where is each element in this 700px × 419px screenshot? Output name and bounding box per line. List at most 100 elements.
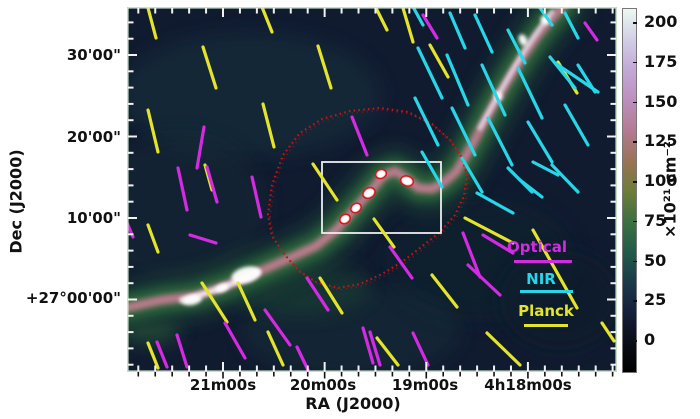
planck-vector [318, 276, 344, 315]
planck-vector [146, 108, 160, 154]
nir-vector [480, 63, 507, 117]
optical-vector [175, 333, 189, 369]
nir-vector [563, 103, 590, 147]
dense-core [352, 204, 360, 212]
colorbar-tick-mark [633, 260, 637, 263]
colorbar-tick-mark [633, 101, 637, 104]
nir-vector [526, 120, 554, 164]
nir-vector [531, 160, 560, 177]
nir-vector [475, 191, 515, 215]
filament-bright-core [215, 283, 229, 293]
optical-vector [205, 165, 219, 204]
planck-vector [600, 321, 616, 343]
colorbar-tick-mark [633, 22, 637, 24]
optical-vector [263, 308, 292, 347]
colorbar-tick-mark [633, 181, 637, 183]
dense-core [341, 215, 349, 223]
legend-line-optical [514, 259, 572, 263]
optical-vector [295, 345, 310, 372]
filament-bright-segment [477, 9, 555, 131]
y-axis-label: Dec (J2000) [6, 149, 26, 254]
nir-vector [486, 116, 514, 167]
optical-vector [388, 245, 414, 280]
optical-vector [361, 326, 375, 365]
y-tick-label: 20'00" [66, 128, 121, 146]
optical-vector [466, 263, 502, 297]
filament-bright-core [518, 34, 528, 46]
nir-vector [416, 46, 444, 100]
legend-line-nir [520, 289, 573, 293]
filament-bright-core [231, 266, 261, 284]
planck-vector [374, 7, 389, 32]
optical-vector [305, 276, 330, 312]
nir-vector [553, 61, 600, 94]
optical-vector [195, 125, 206, 170]
legend-label-nir: NIR [526, 270, 556, 288]
nir-vector [420, 150, 444, 189]
x-axis-label: RA (J2000) [305, 394, 401, 413]
planck-vector [266, 330, 285, 367]
planck-vector [260, 7, 274, 34]
sky-map [127, 7, 617, 372]
x-tick-label: 19m00s [391, 376, 459, 394]
optical-vector [188, 233, 218, 245]
planck-vector [236, 281, 257, 322]
planck-vector [375, 336, 400, 367]
nir-vector [450, 106, 477, 157]
planck-vector [485, 331, 522, 367]
optical-vector [250, 175, 263, 219]
planck-vector [261, 102, 276, 149]
nir-vector [518, 178, 544, 199]
optical-vector [350, 115, 369, 157]
inset-box [321, 161, 442, 234]
colorbar-tick-label: 100 [644, 171, 678, 190]
planck-vector [146, 7, 158, 40]
dense-core [377, 170, 385, 178]
colorbar-tick-label: 25 [644, 290, 667, 310]
planck-vector [316, 44, 333, 90]
nir-vector [516, 66, 544, 120]
red-dotted-contour-speckle [269, 109, 470, 291]
legend-line-planck [524, 323, 568, 327]
nir-vector [448, 11, 467, 50]
planck-vector [146, 341, 160, 370]
legend-label-planck: Planck [518, 302, 574, 320]
optical-vector [583, 21, 599, 42]
red-dotted-contour [266, 106, 469, 290]
optical-vector [223, 321, 247, 360]
planck-vector [311, 162, 339, 202]
planck-vector [428, 43, 450, 79]
filament-bright-core [182, 294, 202, 306]
colorbar [622, 8, 637, 373]
nir-vector [460, 156, 484, 194]
nir-vector [550, 163, 580, 194]
optical-vector [481, 233, 515, 255]
x-tick-label: 20m00s [289, 376, 357, 394]
dense-core [364, 189, 374, 197]
colorbar-tick-label: 200 [644, 12, 678, 31]
colorbar-tick-label: 150 [644, 91, 678, 111]
optical-vector [421, 13, 439, 40]
colorbar-tick-mark [633, 141, 637, 143]
colorbar-tick-mark [633, 220, 637, 223]
colorbar-tick-label: 0 [644, 330, 656, 349]
planck-vector [201, 45, 218, 90]
x-tick-label: 4h18m00s [484, 376, 572, 394]
y-tick-label: 10'00" [66, 209, 121, 227]
optical-vector [368, 330, 382, 367]
colorbar-tick-label: 50 [644, 250, 667, 270]
nir-vector [445, 53, 470, 107]
legend-label-optical: Optical [507, 238, 567, 256]
nir-vector [563, 11, 580, 40]
nir-vector [506, 28, 527, 65]
planck-vector [430, 273, 459, 309]
optical-vector [411, 331, 430, 367]
optical-vector [155, 340, 169, 369]
y-tick-label: 30'00" [66, 46, 121, 64]
planck-vector [200, 281, 229, 324]
optical-vector [176, 166, 189, 212]
planck-vector [531, 228, 579, 310]
sky-cloud-patch [127, 135, 265, 285]
plot-border [127, 7, 617, 372]
